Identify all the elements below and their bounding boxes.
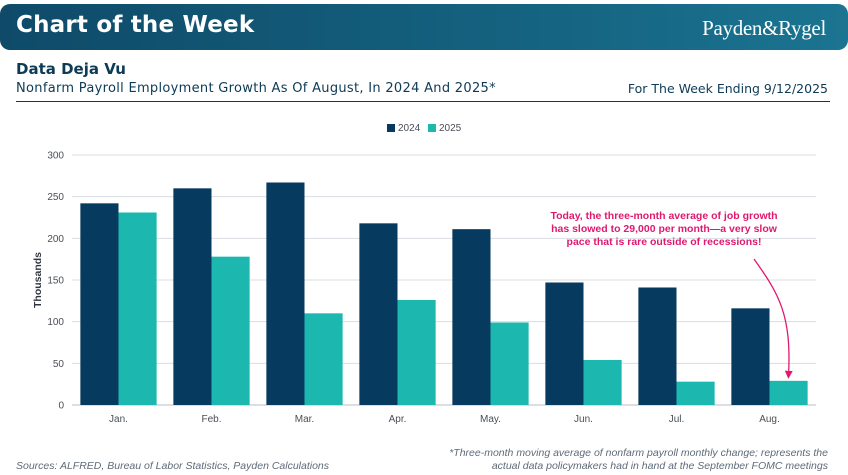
brand-logo: Payden&Rygel (702, 16, 826, 40)
header-banner: Chart of the Week Payden&Rygel (0, 4, 848, 50)
y-tick-label: 200 (47, 234, 64, 245)
annotation-text-line: Today, the three-month average of job gr… (550, 210, 777, 222)
banner-title: Chart of the Week (16, 12, 255, 38)
y-tick-label: 250 (47, 192, 64, 203)
bar-2025-jan (118, 212, 157, 405)
bar-2025-apr (397, 300, 436, 405)
x-tick-label: Jan. (109, 414, 128, 425)
x-tick-label: May. (480, 414, 501, 425)
y-tick-label: 300 (47, 151, 64, 162)
bar-2025-jun (583, 360, 622, 405)
bar-2025-aug (769, 380, 808, 405)
bar-2025-jul (676, 381, 715, 405)
bar-2024-mar (266, 182, 305, 405)
bar-2024-jul (638, 287, 677, 405)
footnote-line: *Three-month moving average of nonfarm p… (449, 447, 828, 459)
annotation-text-line: has slowed to 29,000 per month—a very sl… (551, 223, 778, 235)
week-ending-label: For The Week Ending 9/12/2025 (627, 81, 828, 96)
chart-title: Data Deja Vu (16, 60, 126, 78)
legend-label-2024: 2024 (398, 123, 421, 134)
bar-2024-jan (80, 203, 119, 405)
x-tick-label: Jul. (669, 414, 685, 425)
sources-note: Sources: ALFRED, Bureau of Labor Statist… (16, 460, 330, 472)
bar-2024-jun (545, 282, 584, 405)
x-tick-label: Apr. (389, 414, 407, 425)
annotation-arrow (753, 258, 793, 379)
y-tick-label: 50 (53, 359, 65, 370)
x-tick-label: Feb. (201, 414, 221, 425)
bar-2025-feb (211, 256, 250, 405)
x-tick-label: Jun. (574, 414, 593, 425)
legend-swatch-2025 (428, 124, 436, 132)
legend-swatch-2024 (387, 124, 395, 132)
bar-2025-may (490, 322, 529, 405)
y-axis-label: Thousands (32, 252, 44, 308)
header-divider (16, 101, 830, 102)
chart-subtitle: Nonfarm Payroll Employment Growth As Of … (16, 81, 496, 96)
y-tick-label: 0 (58, 401, 64, 412)
y-tick-label: 100 (47, 317, 64, 328)
footnote: *Three-month moving average of nonfarm p… (398, 447, 828, 473)
x-tick-label: Aug. (759, 414, 780, 425)
y-tick-label: 150 (47, 276, 64, 287)
legend-label-2025: 2025 (439, 123, 462, 134)
footnote-line: actual data policymakers had in hand at … (491, 460, 828, 472)
annotation-text-line: pace that is rare outside of recessions! (567, 236, 762, 248)
bar-2024-feb (173, 188, 212, 405)
bar-2024-aug (731, 308, 770, 405)
bar-2025-mar (304, 313, 343, 405)
bar-2024-may (452, 229, 491, 405)
x-tick-label: Mar. (295, 414, 314, 425)
bar-2024-apr (359, 223, 398, 405)
